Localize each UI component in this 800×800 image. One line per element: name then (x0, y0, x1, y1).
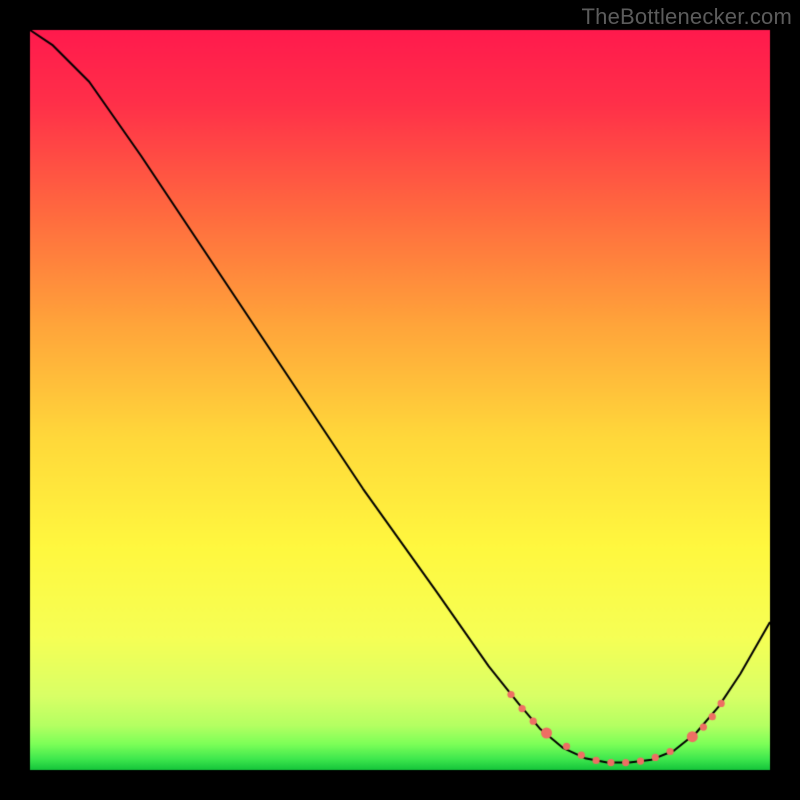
watermark-label: TheBottlenecker.com (582, 4, 792, 30)
bottleneck-chart (0, 0, 800, 800)
chart-container: TheBottlenecker.com (0, 0, 800, 800)
